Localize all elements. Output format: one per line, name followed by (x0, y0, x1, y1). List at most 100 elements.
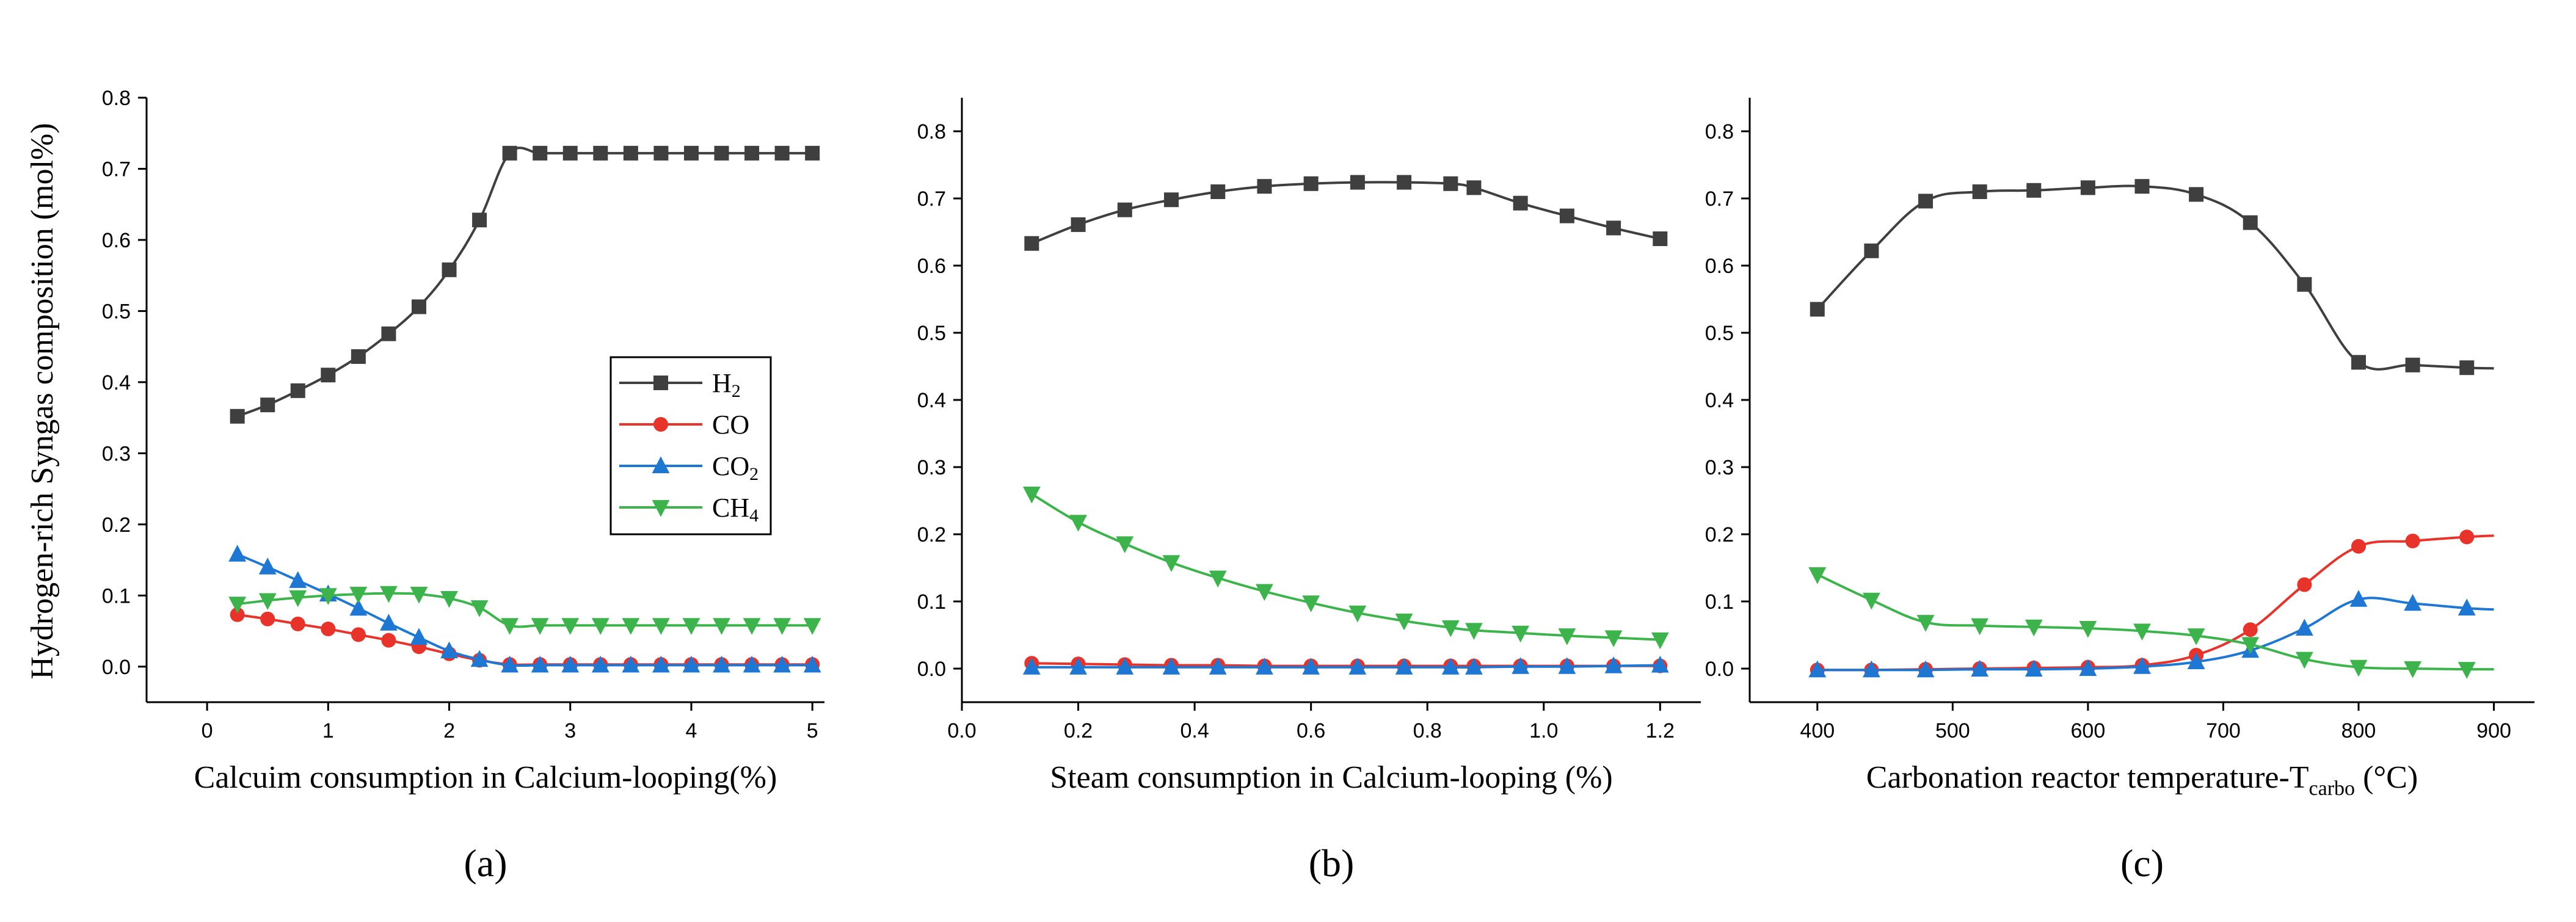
data-point-ch4 (2187, 628, 2205, 645)
data-point-co2 (803, 655, 821, 673)
data-point-co2 (501, 655, 519, 673)
data-point-ch4 (1022, 487, 1041, 504)
data-point-h2 (1210, 184, 1226, 199)
data-point-ch4 (561, 618, 580, 635)
x-tick-label: 900 (2476, 719, 2511, 742)
data-point-co2 (1022, 658, 1041, 675)
data-point-co (230, 607, 245, 622)
x-tick-label: 1.2 (1646, 719, 1675, 742)
y-tick-label: 0.8 (102, 87, 131, 110)
y-tick-label: 0.2 (1705, 523, 1734, 546)
legend-label: CO2 (712, 451, 759, 484)
y-tick-label: 0.5 (1705, 322, 1734, 345)
panel-a: 0.0 0.1 0.2 0.3 0.4 0.5 0.6 0.7 0.8 0 1 2 3 4 5 Calcuim… (102, 87, 824, 885)
data-point-ch4 (2079, 621, 2097, 638)
legend-label: H2 (712, 368, 741, 401)
data-point-h2 (1606, 220, 1621, 236)
data-point-ch4 (1512, 625, 1530, 643)
data-point-ch4 (1916, 615, 1935, 632)
data-point-co2 (1302, 658, 1320, 675)
data-point-ch4 (289, 590, 307, 608)
x-tick-label: 4 (686, 719, 697, 742)
data-point-co2 (1162, 658, 1181, 675)
data-point-h2 (1972, 184, 1987, 199)
data-point-h2 (1257, 179, 1272, 194)
series-line-co2 (1817, 597, 2494, 672)
data-point-co (321, 622, 336, 637)
data-point-h2 (1466, 180, 1482, 195)
y-tick-label: 0.3 (917, 456, 946, 479)
y-tick-label: 0.4 (917, 389, 946, 412)
y-tick-label: 0.7 (917, 187, 946, 211)
x-tick-label: 0 (202, 719, 213, 742)
data-point-co (2351, 539, 2366, 554)
data-point-co2 (1465, 658, 1483, 675)
x-tick-label: 1.0 (1529, 719, 1558, 742)
data-point-co2 (2295, 619, 2313, 636)
x-tick-label: 0.8 (1413, 719, 1442, 742)
data-point-co (381, 633, 396, 648)
data-point-co2 (1441, 658, 1460, 675)
data-point-ch4 (2458, 662, 2476, 679)
data-point-co (2405, 534, 2420, 548)
data-point-h2 (805, 145, 820, 161)
data-point-ch4 (743, 618, 761, 635)
data-point-h2 (562, 145, 578, 161)
data-point-co2 (289, 571, 307, 588)
x-axis-title: Calcuim consumption in Calcium-looping(%… (194, 760, 777, 795)
data-point-h2 (381, 326, 396, 341)
data-point-ch4 (1971, 618, 1989, 636)
x-tick-label: 2 (443, 719, 455, 742)
y-tick-label: 0.0 (102, 656, 131, 679)
data-point-h2 (714, 145, 729, 161)
x-tick-label: 700 (2206, 719, 2241, 742)
data-point-co2 (440, 641, 458, 659)
data-point-ch4 (2241, 637, 2260, 654)
series-line-ch4 (1031, 493, 1661, 641)
data-point-ch4 (1651, 632, 1669, 650)
x-tick-label: 0.0 (947, 719, 976, 742)
data-point-h2 (351, 349, 366, 364)
data-point-h2 (1513, 195, 1528, 211)
data-point-h2 (2351, 355, 2366, 370)
data-point-h2 (1653, 231, 1668, 246)
y-tick-label: 0.2 (917, 523, 946, 546)
y-tick-label: 0.0 (1705, 658, 1734, 681)
data-point-co2 (228, 545, 247, 562)
data-point-co2 (2025, 659, 2043, 677)
data-point-co2 (1116, 658, 1134, 675)
x-tick-label: 3 (564, 719, 576, 742)
data-point-co2 (380, 614, 398, 631)
series-line-h2 (1816, 184, 2494, 371)
data-point-h2 (2243, 215, 2258, 230)
y-tick-label: 0.6 (1705, 255, 1734, 278)
data-point-co (290, 616, 305, 631)
data-point-ch4 (591, 618, 609, 635)
data-point-ch4 (2295, 652, 2313, 669)
data-point-h2 (774, 145, 790, 161)
data-point-co2 (1604, 656, 1623, 673)
data-point-co2 (1512, 657, 1530, 674)
x-axis-title: Steam consumption in Calcium-looping (%) (1050, 760, 1612, 795)
data-point-h2 (260, 397, 275, 413)
y-tick-label: 0.5 (917, 322, 946, 345)
x-tick-label: 800 (2341, 719, 2376, 742)
y-tick-label: 0.5 (102, 300, 131, 323)
data-point-h2 (1918, 194, 1934, 209)
data-point-h2 (502, 145, 517, 161)
data-point-h2 (2297, 277, 2312, 292)
data-point-ch4 (470, 600, 489, 617)
legend-box (609, 356, 772, 535)
legend: H2 CO CO2 CH4 (609, 356, 772, 535)
data-point-h2 (1117, 202, 1132, 217)
data-point-co2 (1069, 658, 1087, 675)
data-point-ch4 (1604, 630, 1623, 647)
data-point-ch4 (531, 618, 549, 635)
data-point-h2 (2459, 360, 2475, 376)
data-point-ch4 (1348, 605, 1367, 623)
legend-marker (652, 500, 670, 517)
data-point-co2 (1862, 660, 1880, 678)
data-point-co2 (1916, 660, 1935, 678)
y-tick-label: 0.8 (917, 120, 946, 143)
